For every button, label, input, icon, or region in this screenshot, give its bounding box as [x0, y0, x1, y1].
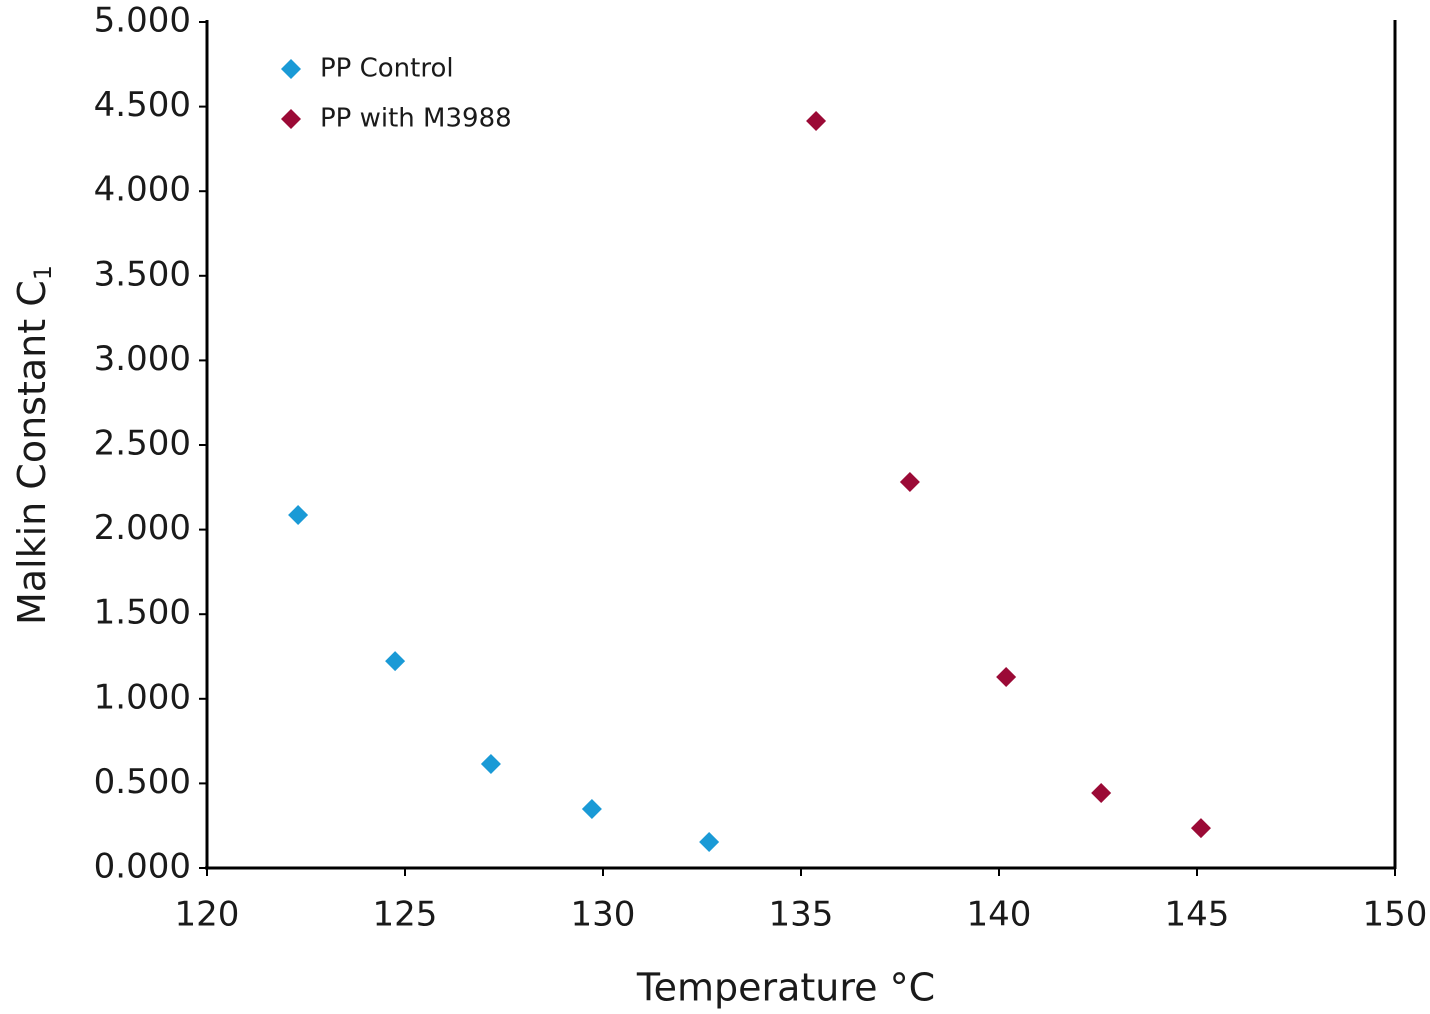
legend-label: PP with M3988: [320, 104, 512, 134]
x-axis-title: Temperature °C: [636, 966, 935, 1010]
x-tick-label: 120: [175, 895, 240, 935]
y-tick-label: 1.500: [94, 593, 191, 633]
x-tick-label: 125: [373, 895, 438, 935]
point: [1190, 818, 1211, 839]
y-axis-title-subscript: 1: [29, 265, 57, 280]
y-tick-label: 2.000: [94, 508, 191, 548]
point: [699, 831, 720, 852]
x-tick-label: 135: [769, 895, 834, 935]
point: [996, 666, 1017, 687]
y-tick-label: 3.500: [94, 254, 191, 294]
point: [480, 753, 501, 774]
y-tick-label: 4.000: [94, 170, 191, 210]
y-tick-label: 3.000: [94, 339, 191, 379]
point: [806, 110, 827, 131]
point: [899, 472, 920, 493]
x-tick-label: 145: [1165, 895, 1230, 935]
y-tick-label: 5.000: [94, 1, 191, 41]
x-tick-label: 140: [967, 895, 1032, 935]
y-tick-label: 1.000: [94, 677, 191, 717]
y-axis-title: Malkin Constant C1: [10, 265, 58, 625]
point: [1091, 783, 1112, 804]
y-tick-label: 2.500: [94, 424, 191, 464]
x-tick-label: 150: [1363, 895, 1428, 935]
y-axis-title-main: Malkin Constant C: [10, 280, 54, 625]
legend-label: PP Control: [320, 54, 454, 84]
point: [288, 505, 309, 526]
y-tick-label: 0.000: [94, 847, 191, 887]
legend-marker: [281, 109, 301, 129]
y-tick-label: 4.500: [94, 85, 191, 125]
point: [581, 798, 602, 819]
x-tick-label: 130: [571, 895, 636, 935]
legend-marker: [281, 59, 301, 79]
y-tick-label: 0.500: [94, 762, 191, 802]
point: [385, 651, 406, 672]
